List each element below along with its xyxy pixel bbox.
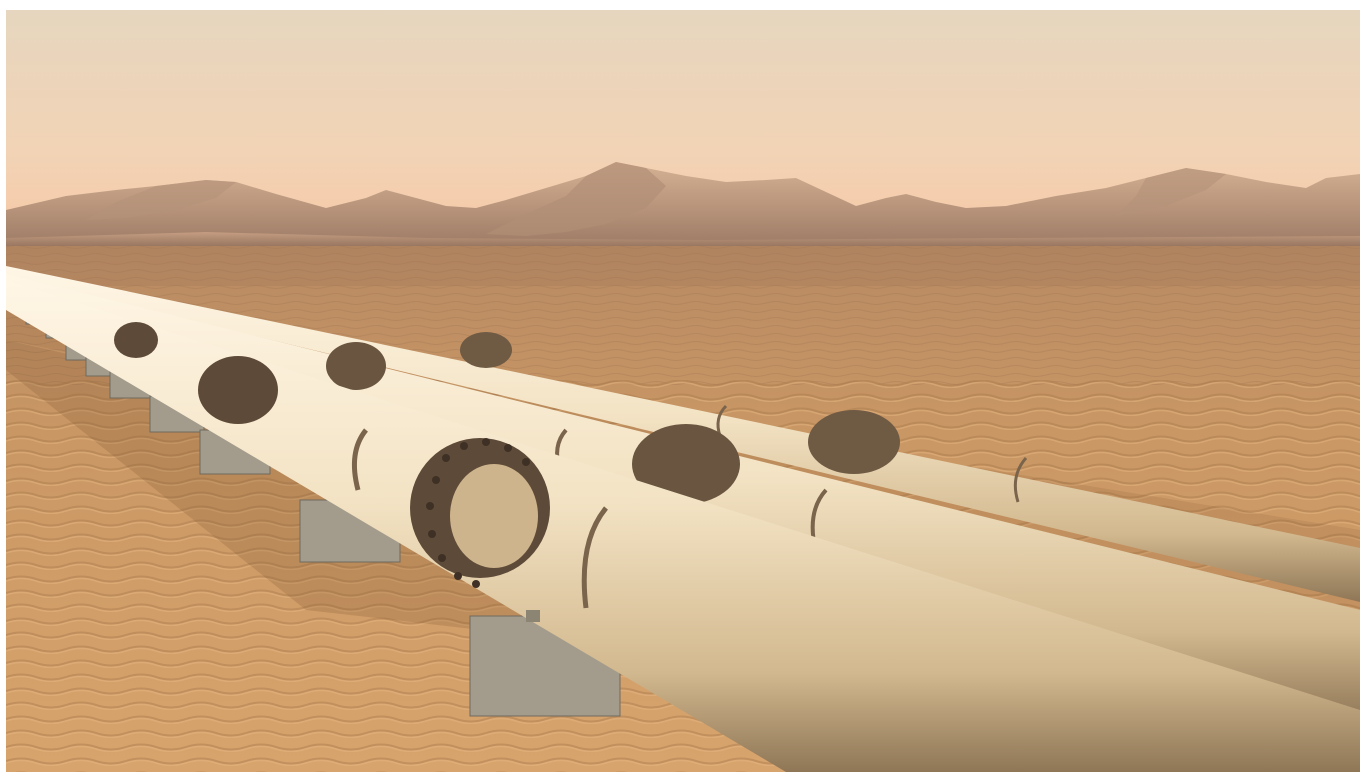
pipe-front (6, 280, 1360, 772)
desert-pipeline-photo (6, 10, 1360, 772)
mountain-range (6, 162, 1360, 250)
